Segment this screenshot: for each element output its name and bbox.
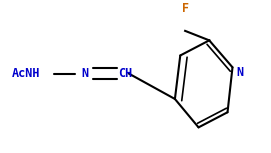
Text: CH: CH [118, 67, 132, 80]
Text: AcNH: AcNH [12, 67, 41, 80]
Text: N: N [81, 67, 88, 80]
Text: N: N [236, 66, 243, 79]
Text: F: F [182, 2, 189, 15]
